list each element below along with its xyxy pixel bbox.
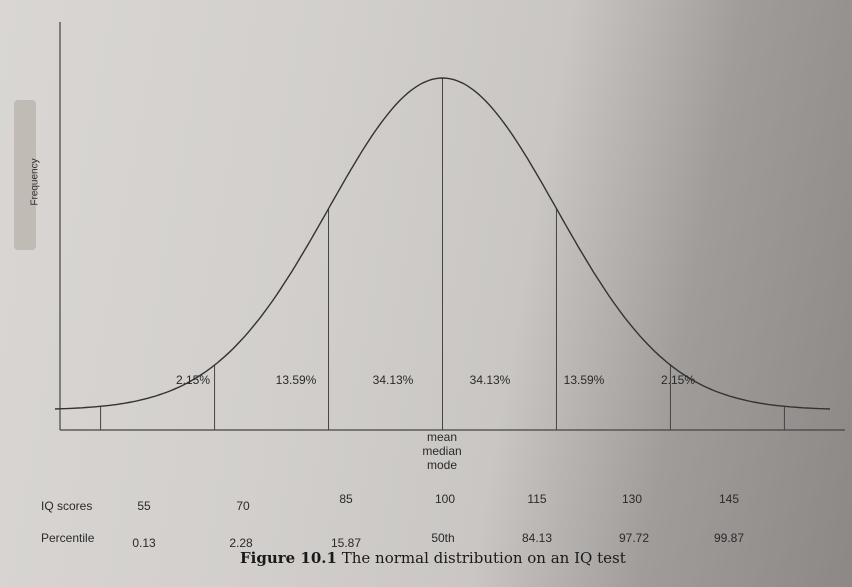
iq-score-100: 100 xyxy=(434,492,456,506)
percentile-2-28: 2.28 xyxy=(229,536,253,550)
iq-score-115: 115 xyxy=(527,492,547,506)
center-labels: mean median mode xyxy=(422,430,461,472)
percentile-label: Percentile xyxy=(41,531,95,545)
iq-scores-label: IQ scores xyxy=(41,499,93,513)
iq-score-85: 85 xyxy=(339,492,353,506)
y-axis-label: Frequency xyxy=(29,158,41,206)
mean-label: mean xyxy=(426,430,458,444)
bell-curve xyxy=(54,77,831,410)
iq-score-55: 55 xyxy=(137,499,151,513)
percentile-97-72: 97.72 xyxy=(618,531,650,545)
median-label: median xyxy=(422,444,462,458)
figure-caption-text: The normal distribution on an IQ test xyxy=(341,549,626,567)
percentile-99-87: 99.87 xyxy=(713,531,745,545)
figure-number: Figure 10.1 xyxy=(240,549,337,567)
segment-pct-5: 13.59% xyxy=(563,373,605,387)
iq-score-130: 130 xyxy=(621,492,643,506)
tape-mark xyxy=(14,100,36,250)
percentile-15-87: 15.87 xyxy=(330,536,362,550)
segment-pct-3: 34.13% xyxy=(372,373,414,387)
figure-caption: Figure 10.1 The normal distribution on a… xyxy=(240,549,626,567)
percentile-50th: 50th xyxy=(431,531,455,545)
iq-score-145: 145 xyxy=(718,492,740,506)
segment-pct-1: 2.15% xyxy=(175,373,211,387)
segment-pct-2: 13.59% xyxy=(275,373,317,387)
segment-pct-4: 34.13% xyxy=(469,373,511,387)
mode-label: mode xyxy=(426,458,458,472)
iq-score-70: 70 xyxy=(236,499,250,513)
percentile-0-13: 0.13 xyxy=(132,536,156,550)
segment-pct-6: 2.15% xyxy=(660,373,696,387)
percentile-84-13: 84.13 xyxy=(521,531,553,545)
